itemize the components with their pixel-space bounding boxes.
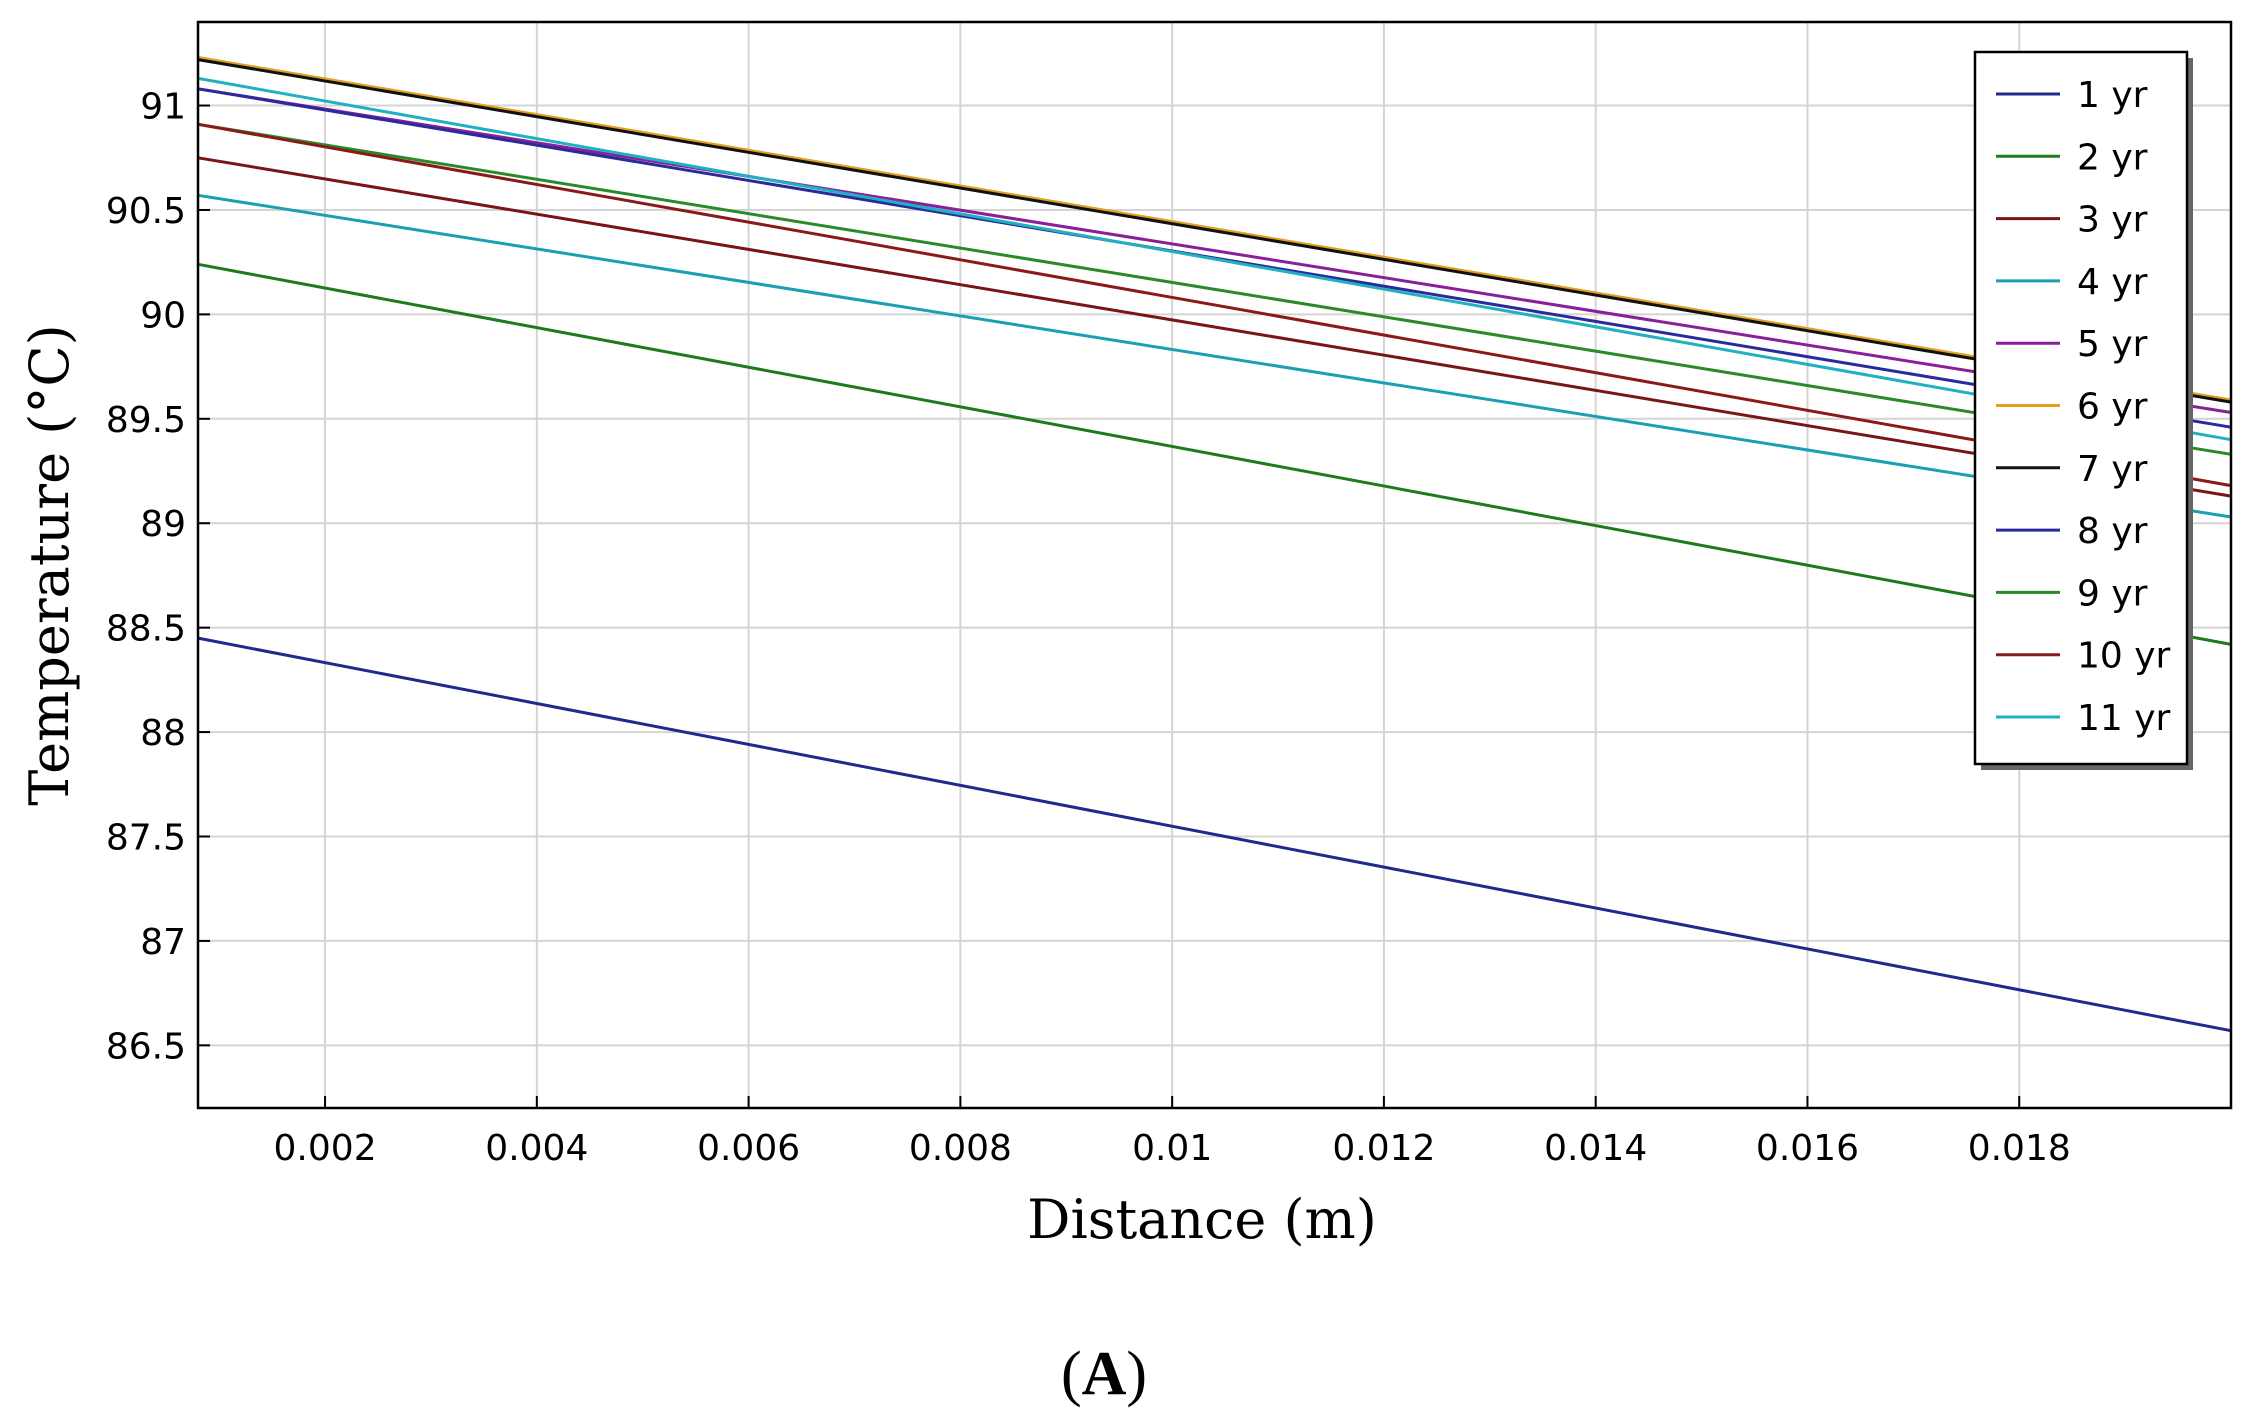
x-axis-ticks: 0.002 0.004 0.006 0.008 0.01 0.012 0.014 0.016 0… xyxy=(274,1096,2071,1169)
legend-box xyxy=(1973,50,2189,766)
legend-label: 1 yr xyxy=(2077,75,2148,116)
y-tick-label: 87 xyxy=(140,922,186,963)
panel-label-open: ( xyxy=(1061,1340,1082,1408)
panel-label-letter: A xyxy=(1082,1340,1127,1408)
series-line xyxy=(197,156,2232,498)
x-tick-label: 0.004 xyxy=(485,1128,588,1169)
y-axis-ticks: 86.5 87 87.5 88 88.5 89 89.5 90 90.5 91 xyxy=(106,87,210,1067)
legend-label: 4 yr xyxy=(2077,262,2148,303)
x-tick-label: 0.014 xyxy=(1544,1128,1647,1169)
series-line xyxy=(197,122,2232,488)
y-tick-label: 90.5 xyxy=(106,191,186,232)
x-tick-label: 0.01 xyxy=(1132,1128,1212,1169)
y-tick-label: 86.5 xyxy=(106,1026,186,1067)
legend-label: 6 yr xyxy=(2077,387,2148,428)
series-line xyxy=(197,87,2232,414)
x-tick-label: 0.008 xyxy=(909,1128,1012,1169)
y-tick-label: 89 xyxy=(140,504,186,545)
y-tick-label: 89.5 xyxy=(106,400,186,441)
series-line xyxy=(197,262,2232,646)
x-tick-label: 0.006 xyxy=(697,1128,800,1169)
grid-lines xyxy=(198,22,2231,1108)
legend-label: 9 yr xyxy=(2077,573,2148,614)
series-line xyxy=(197,58,2232,404)
series-line xyxy=(197,193,2232,519)
x-tick-label: 0.018 xyxy=(1968,1128,2071,1169)
legend-label: 8 yr xyxy=(2077,511,2148,552)
x-axis-title: Distance (m) xyxy=(1027,1188,1377,1251)
legend-label: 11 yr xyxy=(2077,698,2171,739)
series-line xyxy=(197,636,2232,1033)
plot-background xyxy=(198,22,2231,1108)
y-tick-label: 91 xyxy=(140,87,186,128)
y-tick-label: 88 xyxy=(140,713,186,754)
legend-label: 7 yr xyxy=(2077,449,2148,490)
series-line xyxy=(197,56,2232,402)
plot-frame xyxy=(196,20,2233,1110)
x-tick-label: 0.016 xyxy=(1756,1128,1859,1169)
x-tick-label: 0.002 xyxy=(274,1128,377,1169)
x-tick-label: 0.012 xyxy=(1332,1128,1435,1169)
series-layer xyxy=(197,56,2232,1033)
panel-label-close: ) xyxy=(1126,1340,1147,1408)
legend-label: 2 yr xyxy=(2077,137,2148,178)
legend-label: 5 yr xyxy=(2077,324,2148,365)
legend-label: 10 yr xyxy=(2077,636,2171,677)
y-axis-title: Temperature (°C) xyxy=(18,324,81,805)
y-tick-label: 88.5 xyxy=(106,609,186,650)
legend: 1 yr 2 yr 3 yr 4 yr 5 yr 6 yr 7 yr 8 yr 9 yr 10 y… xyxy=(1973,50,2193,770)
y-tick-label: 87.5 xyxy=(106,818,186,859)
panel-label: (A) xyxy=(1061,1340,1147,1408)
legend-label: 3 yr xyxy=(2077,200,2148,241)
series-line xyxy=(197,76,2232,442)
y-tick-label: 90 xyxy=(140,295,186,336)
series-line xyxy=(197,122,2232,456)
